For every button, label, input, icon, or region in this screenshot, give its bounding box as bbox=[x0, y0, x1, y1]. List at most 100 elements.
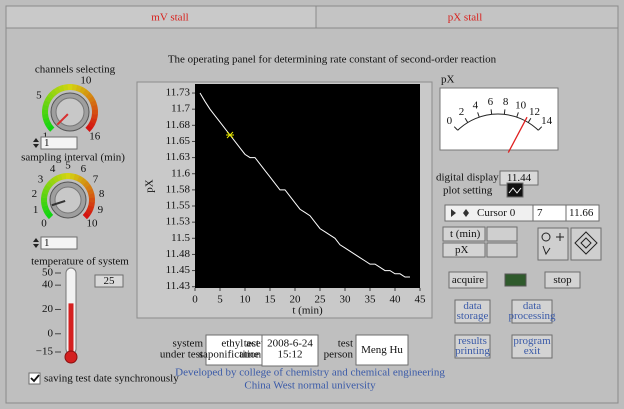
y-tick-label: 11.73 bbox=[166, 87, 191, 99]
knob-scale bbox=[87, 95, 96, 103]
thermo-bulb bbox=[64, 350, 78, 364]
knob-pointer bbox=[51, 199, 66, 207]
y-tick-label: 11.43 bbox=[166, 280, 191, 292]
meter-tick-label: 8 bbox=[503, 96, 509, 108]
button-label: storage bbox=[457, 310, 489, 322]
x-tick-label: 10 bbox=[240, 294, 252, 306]
y-axis-label: pX bbox=[144, 179, 156, 193]
y-axis-setting[interactable] bbox=[442, 242, 486, 258]
knob-scale bbox=[41, 192, 48, 199]
tab-label: mV stall bbox=[151, 12, 188, 24]
knob-pointer bbox=[56, 113, 69, 126]
knob-scale bbox=[41, 188, 50, 195]
x-axis-name: t (min) bbox=[450, 228, 481, 240]
x-tick-label: 40 bbox=[390, 294, 402, 306]
button-label: acquire bbox=[452, 274, 484, 286]
check-mark bbox=[30, 374, 40, 383]
knob-scale bbox=[85, 92, 94, 100]
info-box bbox=[355, 334, 409, 366]
knob-scale bbox=[87, 188, 95, 195]
knob-scale bbox=[82, 211, 91, 220]
y-tick-label: 11.55 bbox=[166, 200, 191, 212]
button-label: results bbox=[458, 335, 487, 347]
numeric-control[interactable] bbox=[40, 136, 78, 150]
button-label: printing bbox=[455, 345, 490, 357]
knob-tick-label: 16 bbox=[89, 130, 101, 142]
knob-tick-label: 5 bbox=[65, 160, 71, 172]
meter-tick-label: 4 bbox=[473, 99, 479, 111]
knob-scale bbox=[82, 180, 91, 189]
knob-scale bbox=[43, 208, 51, 216]
checkbox[interactable] bbox=[28, 372, 41, 385]
tool-icons bbox=[542, 233, 564, 256]
button-label: data bbox=[523, 300, 541, 312]
spin-buttons[interactable] bbox=[33, 138, 39, 148]
x-axis-setting[interactable] bbox=[442, 226, 486, 242]
y-tick-label: 11.63 bbox=[166, 151, 191, 163]
x-tick-label: 15 bbox=[265, 294, 277, 306]
meter-tick bbox=[490, 109, 493, 115]
knob-scale bbox=[43, 184, 51, 192]
spin-buttons[interactable] bbox=[33, 238, 39, 248]
knob-scale bbox=[85, 184, 93, 192]
meter-tick bbox=[503, 109, 506, 115]
button[interactable] bbox=[454, 299, 491, 324]
button[interactable] bbox=[454, 334, 491, 359]
x-format[interactable] bbox=[486, 226, 518, 242]
y-tick-label: 11.53 bbox=[166, 216, 191, 228]
button-label: stop bbox=[553, 274, 572, 286]
thermo-fill bbox=[68, 303, 74, 356]
knob-scale bbox=[75, 84, 83, 93]
button-label: processing bbox=[508, 310, 556, 322]
zoom-icon bbox=[541, 232, 551, 242]
button[interactable] bbox=[448, 271, 488, 289]
checkbox-label: saving test date synchronously bbox=[44, 373, 179, 385]
info-text: 15:12 bbox=[277, 349, 302, 361]
knob-tick-label: 2 bbox=[32, 188, 38, 200]
x-tick-label: 0 bbox=[192, 294, 198, 306]
knob-scale bbox=[44, 95, 53, 103]
button-label: exit bbox=[524, 345, 541, 357]
meter-tick bbox=[527, 117, 532, 123]
x-tick-label: 45 bbox=[415, 294, 427, 306]
knob-scale bbox=[41, 205, 49, 212]
x-tick-label: 30 bbox=[340, 294, 352, 306]
meter-tick-label: 0 bbox=[447, 115, 453, 127]
numeric-control[interactable] bbox=[40, 236, 78, 250]
knob-tick-label: 4 bbox=[50, 163, 56, 175]
button-label: program bbox=[513, 335, 551, 347]
knob-scale bbox=[73, 173, 80, 182]
knob-tick-label: 10 bbox=[87, 218, 99, 230]
cursor-name: Cursor 0 bbox=[477, 207, 516, 219]
zoom-tool[interactable] bbox=[537, 227, 569, 261]
cursor-icons bbox=[451, 209, 469, 217]
cursor-y[interactable] bbox=[565, 204, 600, 222]
knob-scale bbox=[88, 201, 95, 208]
thermo-readout: 25 bbox=[104, 275, 116, 287]
cursor-y-value: 11.66 bbox=[569, 207, 594, 219]
plot-area bbox=[195, 84, 420, 288]
meter-tick bbox=[453, 126, 459, 131]
footer-text: China West normal university bbox=[244, 380, 376, 392]
info-text: time bbox=[239, 349, 259, 361]
thermo-label: temperature of system bbox=[31, 256, 129, 268]
knob-scale bbox=[88, 193, 95, 199]
data-line bbox=[199, 92, 410, 278]
cursor-marker[interactable] bbox=[226, 131, 234, 139]
panel-title: The operating panel for determining rate… bbox=[168, 54, 497, 66]
plot-setting-label: plot setting bbox=[443, 185, 493, 197]
thermo-tick-label: −15 bbox=[36, 346, 54, 358]
display-label: digital display bbox=[436, 172, 499, 184]
knob-scale bbox=[82, 89, 90, 97]
knob-scale bbox=[71, 84, 78, 91]
y-tick-label: 11.45 bbox=[166, 264, 191, 276]
y-format[interactable] bbox=[486, 242, 518, 258]
button[interactable] bbox=[544, 271, 581, 289]
meter-tick bbox=[477, 112, 480, 118]
button[interactable] bbox=[511, 334, 553, 359]
button[interactable] bbox=[511, 299, 553, 324]
display-value: 11.44 bbox=[507, 172, 532, 184]
info-text: 2008-6-24 bbox=[267, 338, 313, 350]
knob-scale bbox=[62, 84, 69, 91]
